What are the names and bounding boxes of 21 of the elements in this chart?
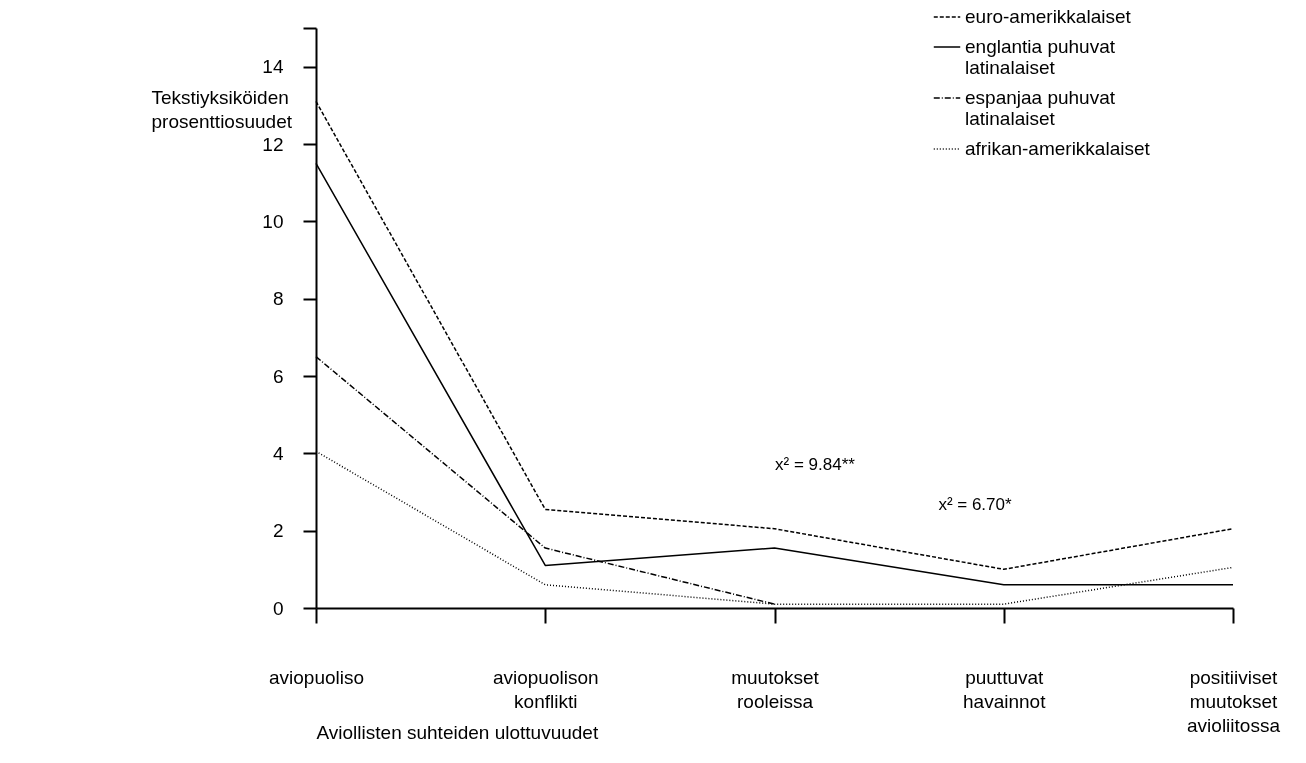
y-tick-label: 8 <box>272 288 284 310</box>
x-tick-label: positiiviset muutokset avioliitossa <box>1187 666 1281 736</box>
legend-label: englantia puhuvat latinalaiset <box>965 36 1116 78</box>
y-axis-title: Tekstiyksiköiden prosenttiosuudet <box>151 86 293 132</box>
y-tick-label: 0 <box>272 597 284 619</box>
x-tick-label: aviopuoliso <box>268 666 365 688</box>
x-tick-label: muutokset rooleissa <box>731 666 820 712</box>
y-tick-label: 4 <box>272 442 284 464</box>
legend-label: espanjaa puhuvat latinalaiset <box>965 87 1116 129</box>
y-tick-label: 10 <box>262 210 284 232</box>
y-tick-label: 6 <box>272 365 284 387</box>
annotation: x² = 6.70* <box>938 495 1012 514</box>
annotation: x² = 9.84** <box>775 455 856 474</box>
y-tick-label: 14 <box>262 56 284 78</box>
x-axis-title: Aviollisten suhteiden ulottuvuudet <box>316 721 599 743</box>
x-tick-label: puuttuvat havainnot <box>963 666 1047 712</box>
x-tick-label: aviopuolison konflikti <box>492 666 599 712</box>
y-tick-label: 12 <box>262 133 284 155</box>
y-tick-label: 2 <box>272 520 284 542</box>
legend-label: euro-amerikkalaiset <box>965 6 1132 27</box>
legend-label: afrikan-amerikkalaiset <box>965 138 1151 159</box>
